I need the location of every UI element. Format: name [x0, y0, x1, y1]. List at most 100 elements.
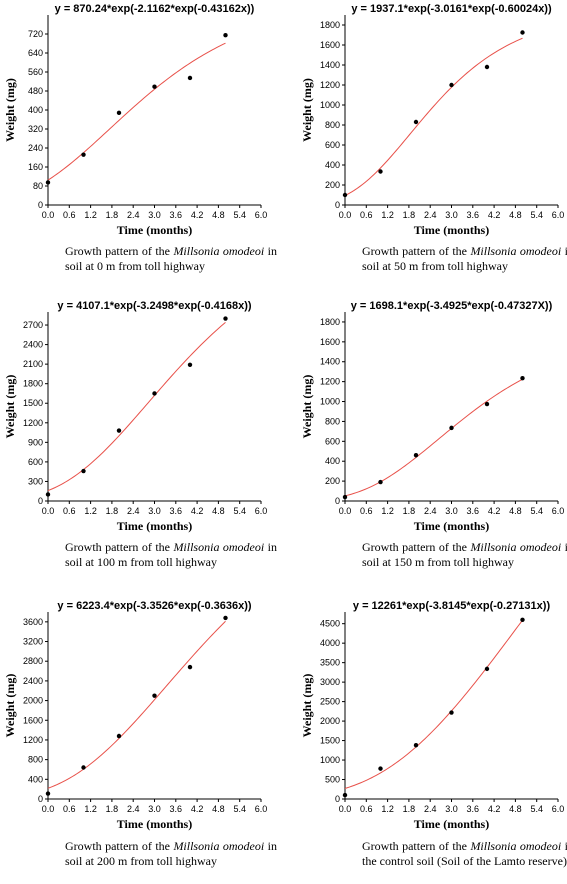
x-tick-label: 0.0 [339, 804, 352, 814]
y-tick-label: 200 [325, 180, 340, 190]
y-tick-label: 320 [28, 124, 43, 134]
y-tick-label: 400 [28, 774, 43, 784]
y-tick-label: 160 [28, 162, 43, 172]
x-tick-label: 4.8 [509, 804, 522, 814]
data-point [413, 743, 419, 748]
y-tick-label: 1400 [320, 60, 340, 70]
x-tick-label: 4.2 [488, 506, 501, 516]
y-tick-label: 1800 [320, 317, 340, 327]
x-tick-label: 4.8 [509, 506, 522, 516]
y-axis-label: Weight (mg) [300, 674, 314, 738]
x-tick-label: 2.4 [127, 804, 140, 814]
data-point [223, 615, 228, 621]
caption-species: Millsonia omodeoi [173, 839, 265, 853]
fit-curve-line [47, 321, 226, 492]
x-tick-label: 5.4 [530, 506, 543, 516]
data-point [152, 391, 157, 396]
y-tick-label: 720 [28, 29, 43, 39]
caption-text: Growth pattern of the [362, 839, 471, 853]
caption-text: Growth pattern of the [362, 540, 471, 554]
x-tick-label: 4.8 [212, 210, 225, 220]
data-point [378, 169, 383, 174]
x-tick-label: 5.4 [233, 804, 246, 814]
y-tick-label: 2000 [320, 716, 340, 726]
data-point [413, 119, 419, 125]
chart-title: y = 1937.1*exp(-3.0161*exp(-0.60024x)) [351, 3, 552, 15]
caption-text: Growth pattern of the [362, 244, 471, 258]
data-point [223, 316, 228, 321]
y-tick-label: 0 [335, 200, 340, 210]
y-tick-label: 1000 [320, 755, 340, 765]
x-tick-label: 0.6 [63, 804, 76, 814]
y-axis-label: Weight (mg) [3, 674, 17, 738]
y-tick-label: 2700 [23, 320, 43, 330]
chart-caption: Growth pattern of the Millsonia omodeoi … [362, 244, 567, 274]
chart-panel-5: y = 6223.4*exp(-3.3526*exp(-0.3636x)) 0.0… [3, 600, 267, 831]
x-tick-label: 4.8 [509, 210, 522, 220]
data-point [378, 479, 383, 485]
chart-title: y = 870.24*exp(-2.1162*exp(-0.43162x)) [55, 3, 255, 15]
y-tick-label: 560 [28, 67, 43, 77]
caption-species: Millsonia omodeoi [173, 540, 265, 554]
caption-species: Millsonia omodeoi [470, 839, 562, 853]
chart-caption: Growth pattern of the Millsonia omodeoi … [65, 839, 277, 869]
x-tick-label: 1.8 [403, 804, 416, 814]
x-tick-label: 4.2 [191, 210, 204, 220]
x-axis-label: Time (months) [414, 223, 489, 237]
x-tick-label: 3.6 [170, 210, 183, 220]
x-axis-label: Time (months) [414, 817, 489, 831]
x-tick-label: 2.4 [127, 210, 140, 220]
y-tick-label: 3000 [320, 677, 340, 687]
fit-curve-line [344, 619, 523, 789]
y-tick-label: 800 [325, 416, 340, 426]
x-axis-label: Time (months) [117, 223, 192, 237]
x-tick-label: 0.6 [63, 210, 76, 220]
chart-caption: Growth pattern of the Millsonia omodeoi … [65, 540, 277, 570]
caption-text: in the control soil (Soil of the Lamto r… [362, 839, 567, 868]
fit-curve-line [344, 378, 523, 497]
x-tick-label: 1.2 [381, 506, 394, 516]
x-tick-label: 3.0 [148, 804, 161, 814]
y-tick-label: 0 [335, 496, 340, 506]
x-tick-label: 0.6 [360, 506, 373, 516]
x-tick-label: 1.2 [84, 210, 97, 220]
x-tick-label: 2.4 [424, 506, 437, 516]
y-tick-label: 1400 [320, 357, 340, 367]
x-tick-label: 6.0 [255, 210, 268, 220]
y-tick-label: 1200 [23, 418, 43, 428]
fit-curve-line [47, 620, 226, 789]
y-tick-label: 1600 [23, 715, 43, 725]
data-point [45, 791, 51, 796]
y-tick-label: 80 [33, 181, 43, 191]
x-tick-label: 6.0 [552, 506, 565, 516]
x-tick-label: 5.4 [233, 506, 246, 516]
y-tick-label: 600 [325, 140, 340, 150]
data-point [449, 425, 454, 431]
data-point [520, 617, 525, 622]
y-axis-label: Weight (mg) [300, 375, 314, 439]
x-tick-label: 5.4 [530, 804, 543, 814]
x-tick-label: 1.8 [106, 210, 119, 220]
data-point [45, 180, 51, 185]
y-tick-label: 2500 [320, 697, 340, 707]
y-tick-label: 2400 [23, 676, 43, 686]
y-tick-label: 1600 [320, 40, 340, 50]
y-tick-label: 1200 [320, 80, 340, 90]
x-tick-label: 5.4 [530, 210, 543, 220]
data-point [484, 64, 490, 70]
chart-title: y = 12261*exp(-3.8145*exp(-0.27131x)) [353, 600, 551, 612]
x-tick-label: 3.0 [445, 210, 458, 220]
data-point [342, 792, 348, 798]
caption-text: Growth pattern of the [65, 540, 174, 554]
x-axis-label: Time (months) [117, 817, 192, 831]
y-tick-label: 600 [325, 436, 340, 446]
y-tick-label: 400 [325, 160, 340, 170]
y-tick-label: 240 [28, 143, 43, 153]
data-point [223, 32, 228, 38]
y-tick-label: 800 [325, 120, 340, 130]
y-tick-label: 4000 [320, 638, 340, 648]
caption-text: in soil at 0 m from toll highway [65, 244, 278, 273]
x-tick-label: 6.0 [552, 210, 565, 220]
data-point [152, 693, 157, 698]
data-point [342, 192, 348, 198]
